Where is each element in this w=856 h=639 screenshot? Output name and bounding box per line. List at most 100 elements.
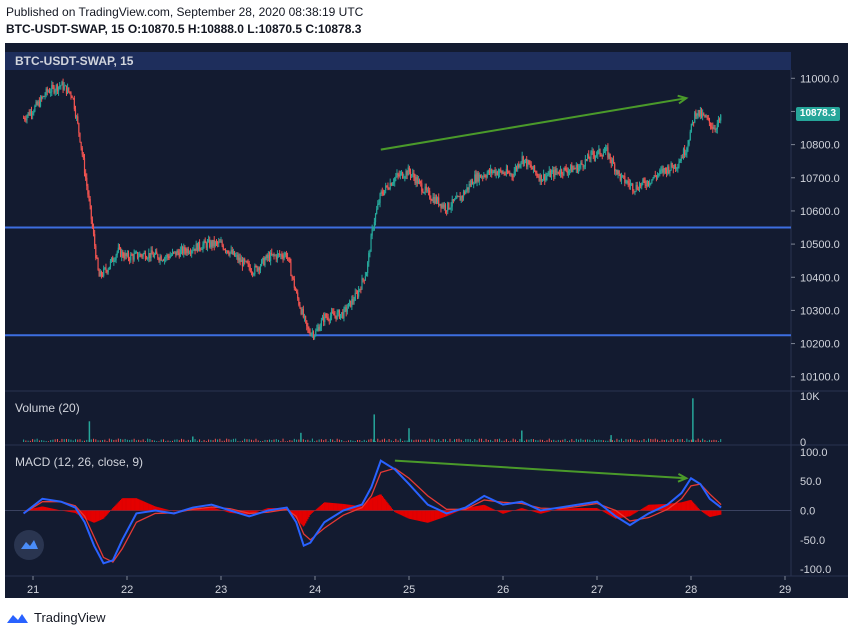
candle-body [589, 158, 591, 160]
candle-body [493, 170, 495, 172]
candle-body [662, 168, 664, 173]
candle-body [712, 127, 714, 129]
candle-body [293, 278, 295, 288]
macd-signal-line [23, 467, 722, 563]
candle-body [115, 254, 117, 260]
candle-body [404, 176, 406, 178]
candle-body [276, 253, 278, 260]
price-trend-arrow-head [677, 94, 689, 105]
candle-body [247, 262, 249, 264]
ohlc-open: 10870.5 [141, 22, 185, 36]
candle-body [101, 275, 104, 277]
candle-body [291, 276, 293, 277]
candle-body [470, 180, 473, 186]
candle-body [165, 257, 167, 259]
tradingview-badge[interactable] [14, 530, 44, 560]
candle-body [104, 267, 106, 269]
candle-body [30, 111, 33, 115]
candle-body [565, 167, 567, 171]
candle-body [621, 175, 624, 177]
candle-body [96, 258, 98, 259]
candle-body [376, 209, 378, 215]
candle-body [406, 171, 408, 176]
candle-body [698, 110, 700, 116]
candle-body [553, 170, 555, 177]
candle-body [607, 147, 609, 158]
candle-body [483, 175, 485, 178]
candle-body [643, 179, 645, 182]
candle-body [510, 173, 512, 175]
candle-body [82, 154, 84, 159]
candle-body [431, 200, 433, 201]
candle-body [120, 247, 122, 257]
candle-body [571, 165, 573, 173]
candle-body [74, 109, 77, 117]
macd-axis-tick: 0.0 [800, 506, 815, 518]
candle-body [327, 317, 329, 320]
candle-body [673, 164, 676, 169]
candle-body [659, 170, 661, 174]
candle-body [28, 112, 30, 116]
candle-body [215, 241, 218, 243]
candle-body [467, 187, 469, 190]
candle-body [587, 154, 589, 160]
candle-body [334, 315, 336, 317]
candle-body [703, 113, 705, 115]
candle-body [156, 251, 158, 255]
ohlc-low: 10870.5 [258, 22, 303, 36]
candle-body [359, 289, 361, 291]
candle-body [511, 173, 513, 177]
candle-body [574, 168, 576, 170]
candle-body [439, 203, 441, 206]
ohlc-close: 10878.3 [318, 22, 362, 36]
candle-body [226, 250, 228, 252]
candle-body [258, 267, 260, 271]
price-trend-arrow [380, 97, 687, 151]
candle-body [330, 311, 333, 317]
candle-body [599, 148, 601, 155]
candle-body [36, 101, 38, 105]
candle-body [636, 185, 638, 190]
candle-body [690, 123, 692, 132]
candle-body [157, 254, 159, 259]
candle-body [519, 164, 521, 167]
candle-body [374, 214, 377, 222]
candle-body [397, 173, 399, 175]
candle-body [382, 193, 385, 195]
candle-body [193, 248, 195, 251]
candle-body [409, 171, 412, 176]
candle-body [626, 180, 628, 183]
candle-body [531, 167, 533, 170]
candle-body [399, 173, 401, 177]
price-axis-tick: 10300.0 [800, 305, 840, 317]
candle-body [127, 253, 130, 259]
candle-body [358, 290, 360, 297]
candle-body [564, 167, 566, 169]
candle-body [601, 155, 603, 157]
candle-body [34, 105, 36, 112]
candle-body [581, 162, 583, 165]
candle-body [379, 193, 381, 203]
candle-body [323, 316, 325, 323]
symbol-name: BTC-USDT-SWAP, 15 [6, 22, 125, 36]
candle-body [502, 172, 504, 174]
candle-body [332, 311, 334, 313]
candle-body [328, 319, 330, 321]
candle-body [386, 185, 388, 187]
candle-body [300, 308, 302, 315]
candle-body [381, 191, 383, 194]
footer-brand: TradingView [34, 610, 106, 625]
macd-axis-tick: 100.0 [800, 447, 828, 459]
candle-body [294, 287, 297, 291]
candle-body [307, 326, 309, 329]
candle-body [618, 170, 620, 174]
candle-body [653, 175, 655, 179]
price-axis-tick: 10600.0 [800, 206, 840, 218]
candle-body [474, 174, 476, 184]
candle-body [176, 250, 178, 256]
candle-body [501, 171, 503, 174]
candle-body [459, 196, 461, 201]
candle-body [337, 310, 339, 313]
candle-body [651, 179, 653, 183]
